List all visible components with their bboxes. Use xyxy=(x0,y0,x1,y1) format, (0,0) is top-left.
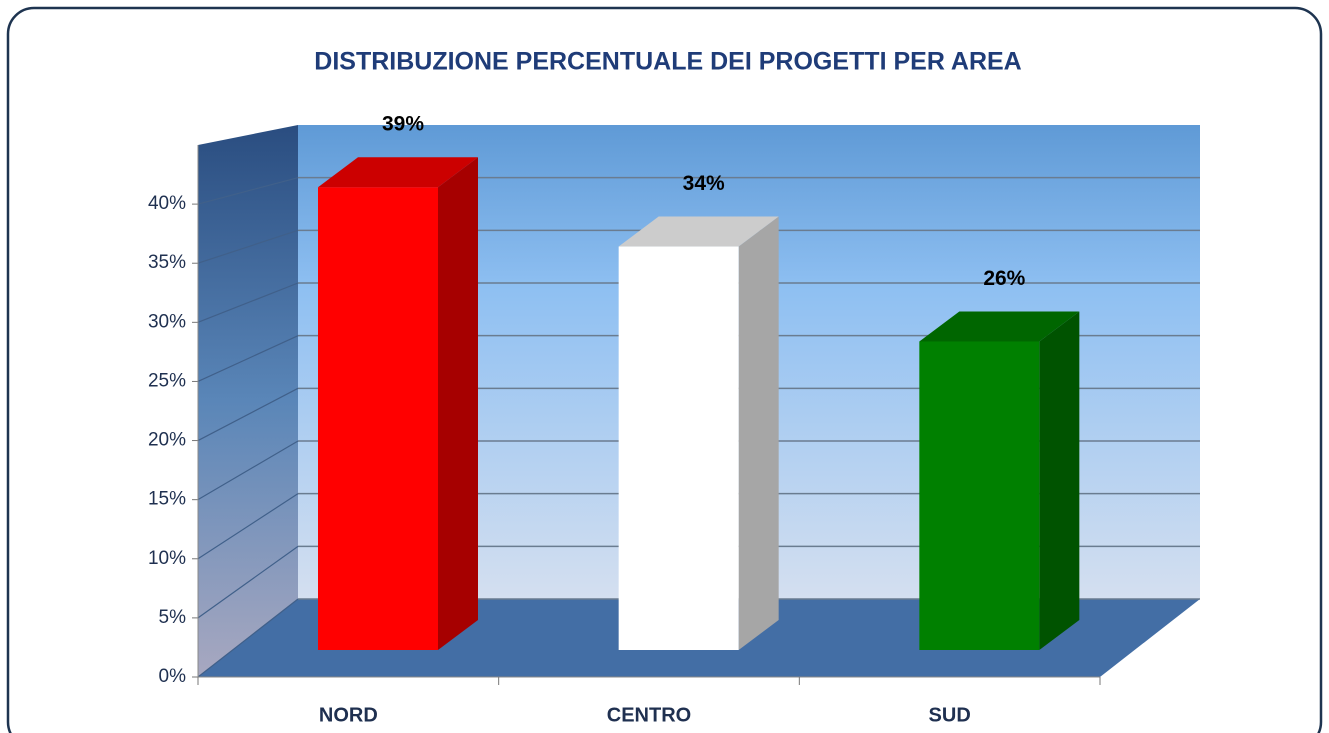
grid-line xyxy=(197,387,299,442)
bar-top xyxy=(318,157,478,188)
y-tick-label: 20% xyxy=(148,430,186,451)
y-tick-label: 25% xyxy=(148,370,186,391)
y-tick-label: 15% xyxy=(148,489,186,510)
grid-line xyxy=(197,335,299,382)
grid-line xyxy=(197,545,299,619)
chart-title: DISTRIBUZIONE PERCENTUALE DEI PROGETTI P… xyxy=(314,48,1021,76)
x-tick-label: NORD xyxy=(319,704,378,726)
y-tick-label: 35% xyxy=(148,252,186,273)
grid-line xyxy=(197,598,299,678)
bar-side xyxy=(1039,311,1080,650)
y-tick-label: 5% xyxy=(159,607,187,628)
value-label: 34% xyxy=(683,172,725,195)
y-tick-label: 30% xyxy=(148,311,186,332)
grid-line xyxy=(197,177,299,205)
value-label: 39% xyxy=(382,113,424,136)
y-tick-label: 10% xyxy=(148,548,186,569)
bar xyxy=(618,246,739,651)
grid-line xyxy=(197,493,299,560)
y-tick-label: 40% xyxy=(148,193,186,214)
plot-area: 0% 5% 10% 15% 20% 25% 30% 35% 40% NORD 39% CENTRO 34… xyxy=(148,113,1200,726)
bar-top xyxy=(618,216,779,247)
x-tick-label: CENTRO xyxy=(607,704,691,726)
x-tick-label: SUD xyxy=(929,704,971,726)
bar-side xyxy=(738,216,779,651)
grid-line xyxy=(197,440,299,501)
grid-line xyxy=(197,229,299,264)
side-wall xyxy=(198,125,298,677)
bar xyxy=(919,341,1040,650)
y-tick-label: 0% xyxy=(159,666,187,687)
value-label: 26% xyxy=(983,267,1025,290)
bar xyxy=(318,187,438,650)
bar-top xyxy=(919,311,1080,342)
bar-side xyxy=(438,157,478,650)
grid-line xyxy=(197,282,299,323)
